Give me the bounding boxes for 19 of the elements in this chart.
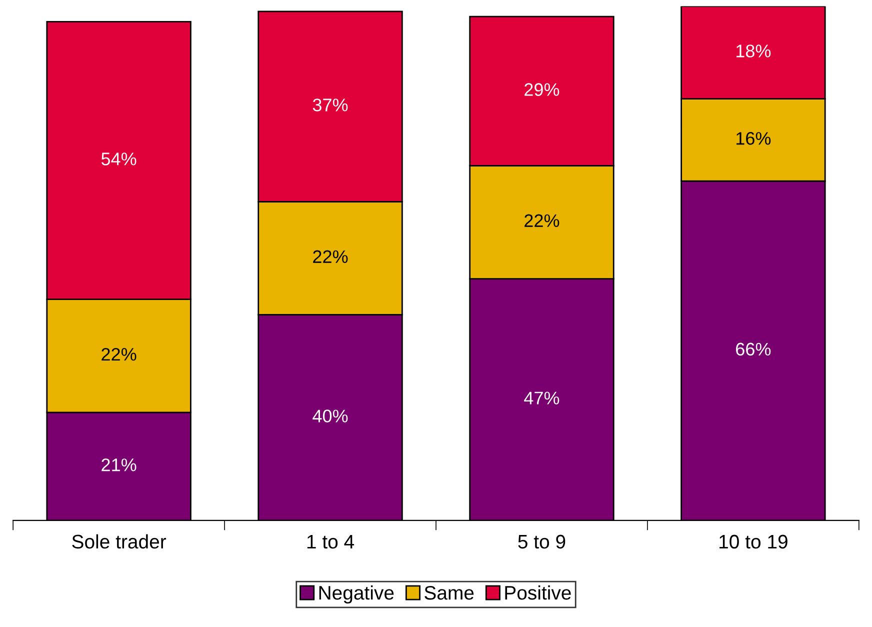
data-label: 54% (101, 152, 136, 166)
legend-label: Negative (319, 585, 394, 604)
legend-label: Same (424, 586, 474, 600)
x-tick-label: 10 to 19 (720, 534, 788, 549)
data-label: 18% (736, 44, 771, 58)
data-label: 37% (312, 98, 348, 112)
data-label: 16% (736, 132, 771, 145)
x-tick-label: Sole trader (72, 534, 166, 549)
legend-label: Positive (505, 585, 571, 600)
data-label: 22% (102, 348, 136, 361)
data-label: 21% (102, 458, 136, 472)
data-label: 47% (524, 392, 560, 404)
x-tick-label: 5 to 9 (518, 534, 566, 549)
data-label: 22% (313, 250, 348, 263)
data-label: 29% (524, 83, 560, 96)
x-tick-label: 1 to 4 (307, 535, 354, 549)
data-label: 40% (312, 410, 348, 422)
data-label: 22% (524, 214, 560, 227)
data-label: 66% (736, 342, 771, 356)
